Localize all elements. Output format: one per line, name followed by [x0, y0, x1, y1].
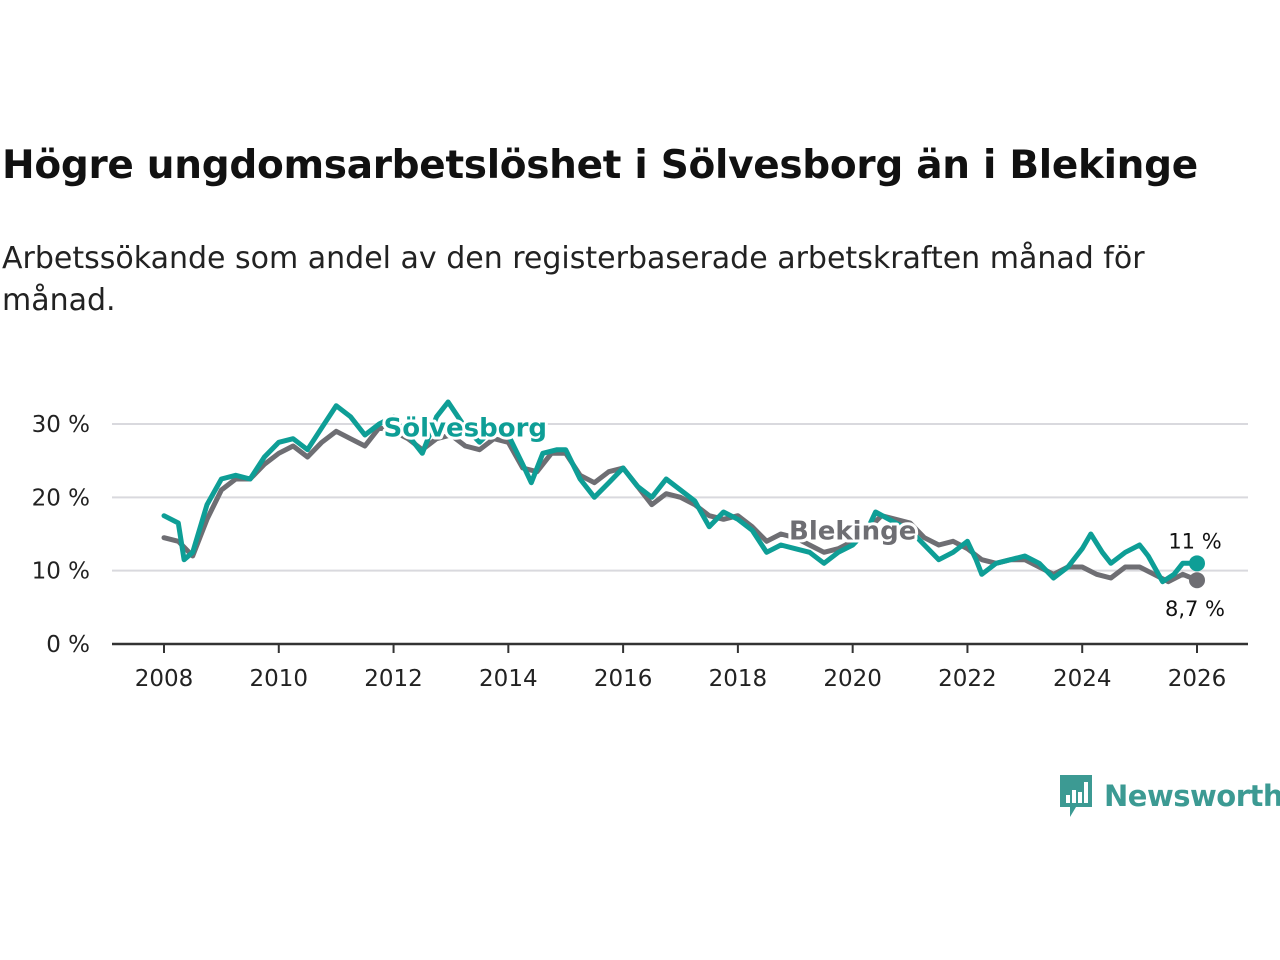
x-tick-label: 2014	[479, 666, 538, 692]
newsworthy-chart-icon	[1060, 775, 1092, 817]
line-chart: 0 % 10 % 20 % 30 % 2008 2010 2012 2014 2016 2018…	[32, 399, 1248, 692]
x-tick-label: 2024	[1053, 666, 1112, 692]
series-labels: 8,7 % 11 % Sölvesborg Blekinge	[381, 411, 1225, 622]
series-line-blekinge	[161, 425, 1200, 585]
chart-subtitle: Arbetssökande som andel av den registerb…	[2, 241, 1145, 318]
end-point-marker	[1189, 572, 1205, 589]
x-tick-label: 2012	[364, 666, 423, 692]
series-lines	[161, 399, 1205, 589]
x-tick-label: 2008	[135, 666, 194, 692]
end-value-label: 11 %	[1168, 529, 1221, 553]
x-tick-label: 2018	[709, 666, 768, 692]
end-value-label: 8,7 %	[1165, 597, 1225, 621]
x-tick-label: 2026	[1168, 666, 1227, 692]
series-label: Blekinge	[789, 516, 916, 546]
y-tick-label: 0 %	[46, 632, 90, 658]
x-tick-label: 2016	[594, 666, 653, 692]
x-axis: 2008 2010 2012 2014 2016 2018 2020 2022 2024 2026	[112, 642, 1248, 692]
chart-title: Högre ungdomsarbetslöshet i Sölvesborg ä…	[2, 143, 1198, 188]
newsworthy-logo: Newsworthy	[1058, 772, 1280, 820]
y-tick-label: 30 %	[32, 412, 90, 438]
x-tick-label: 2022	[938, 666, 997, 692]
series-label: Sölvesborg	[384, 414, 547, 444]
series-line-slvesborg	[161, 399, 1200, 585]
y-tick-label: 10 %	[32, 559, 90, 585]
y-axis-ticks: 0 % 10 % 20 % 30 %	[32, 412, 90, 658]
y-tick-label: 20 %	[32, 485, 90, 511]
logo-text: Newsworthy	[1104, 779, 1280, 813]
x-tick-label: 2020	[823, 666, 882, 692]
end-point-marker	[1189, 555, 1205, 572]
x-tick-label: 2010	[250, 666, 309, 692]
